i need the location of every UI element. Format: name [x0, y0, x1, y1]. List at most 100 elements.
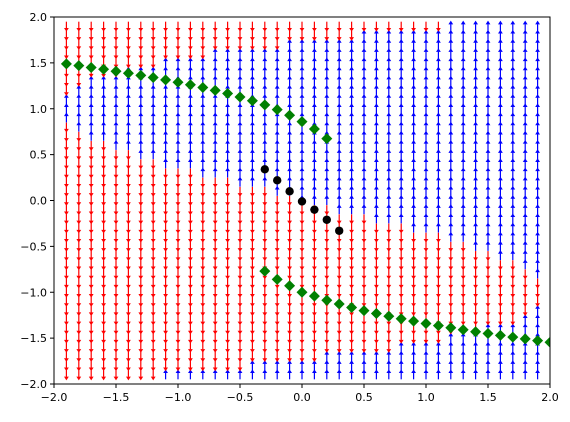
field-arrow-up: [262, 149, 268, 160]
field-arrow-down: [312, 223, 317, 234]
field-arrow-down: [336, 30, 342, 41]
field-arrow-up: [287, 121, 292, 132]
field-arrow-up: [163, 139, 168, 150]
field-arrow-up: [138, 103, 144, 114]
y-tick-label: 0.0: [30, 195, 48, 208]
field-arrow-up: [460, 139, 466, 150]
field-arrow-down: [274, 351, 280, 362]
y-tick-label: 1.5: [30, 57, 48, 70]
field-arrow-down: [113, 30, 119, 41]
field-arrow-down: [126, 315, 131, 326]
field-arrow-up: [423, 167, 429, 178]
field-arrow-up: [436, 139, 441, 150]
field-arrow-up: [498, 39, 503, 50]
series-layer: [60, 58, 550, 348]
field-arrow-down: [250, 21, 255, 32]
field-arrow-up: [460, 20, 466, 31]
field-arrow-up: [386, 176, 392, 187]
x-tick-label: 0.0: [293, 391, 311, 404]
field-arrow-down: [485, 269, 491, 280]
field-arrow-down: [436, 269, 441, 280]
field-arrow-up: [64, 103, 69, 114]
field-arrow-down: [188, 177, 193, 188]
field-arrow-up: [386, 121, 392, 132]
field-arrow-down: [138, 306, 144, 317]
field-arrow-down: [237, 324, 243, 335]
field-arrow-up: [535, 57, 540, 68]
field-arrow-up: [212, 167, 218, 178]
field-arrow-down: [150, 205, 156, 216]
field-arrow-down: [299, 342, 305, 353]
field-arrow-down: [225, 269, 230, 280]
field-arrow-up: [374, 139, 379, 150]
field-arrow-up: [411, 213, 416, 224]
field-arrow-down: [175, 49, 181, 60]
field-arrow-down: [88, 49, 94, 60]
field-arrow-down: [76, 214, 82, 225]
field-arrow-down: [163, 296, 168, 307]
field-arrow-down: [237, 214, 243, 225]
field-arrow-down: [535, 296, 540, 307]
field-arrow-up: [250, 121, 255, 132]
field-arrow-up: [498, 130, 503, 141]
field-arrow-up: [225, 75, 230, 86]
field-arrow-down: [64, 315, 69, 326]
field-arrow-up: [175, 121, 181, 132]
field-arrow-up: [423, 48, 429, 59]
field-arrow-down: [374, 260, 379, 271]
field-arrow-up: [287, 369, 292, 380]
field-arrow-down: [175, 278, 181, 289]
field-arrow-up: [349, 39, 354, 50]
field-arrow-up: [324, 350, 330, 361]
field-arrow-down: [212, 296, 218, 307]
field-arrow-up: [312, 158, 317, 169]
field-arrow-down: [349, 223, 354, 234]
circle-marker: [297, 197, 307, 206]
field-arrow-up: [498, 84, 503, 95]
diamond-marker: [470, 326, 482, 338]
field-arrow-down: [349, 214, 354, 225]
field-arrow-up: [436, 48, 441, 59]
field-arrow-up: [361, 48, 367, 59]
field-arrow-up: [175, 66, 181, 77]
field-arrow-down: [88, 186, 94, 197]
field-arrow-up: [188, 121, 193, 132]
field-arrow-up: [423, 176, 429, 187]
field-arrow-down: [88, 278, 94, 289]
field-arrow-up: [262, 66, 268, 77]
field-arrow-down: [336, 269, 342, 280]
field-arrow-down: [113, 351, 119, 362]
field-arrow-up: [448, 350, 454, 361]
field-arrow-up: [163, 149, 168, 160]
field-arrow-up: [312, 149, 317, 160]
field-arrow-up: [312, 48, 317, 59]
field-arrow-up: [522, 213, 528, 224]
field-arrow-down: [225, 241, 230, 252]
field-arrow-down: [64, 76, 69, 87]
field-arrow-up: [522, 84, 528, 95]
field-arrow-up: [336, 75, 342, 86]
field-arrow-down: [448, 241, 454, 252]
field-arrow-down: [386, 269, 392, 280]
field-arrow-down: [336, 287, 342, 298]
field-arrow-down: [225, 251, 230, 262]
field-arrow-up: [312, 185, 317, 196]
field-arrow-down: [150, 159, 156, 170]
field-arrow-down: [188, 361, 193, 372]
field-arrow-down: [64, 333, 69, 344]
field-arrow-down: [163, 196, 168, 206]
field-arrow-down: [250, 40, 255, 51]
field-arrow-down: [436, 296, 441, 307]
field-arrow-up: [324, 121, 330, 132]
field-arrow-down: [225, 21, 230, 32]
field-arrow-up: [386, 350, 392, 361]
field-arrow-down: [101, 168, 106, 179]
field-arrow-up: [150, 130, 156, 141]
field-arrow-down: [113, 205, 119, 216]
field-arrow-down: [200, 361, 206, 372]
field-arrow-up: [374, 57, 379, 68]
field-arrow-down: [101, 333, 106, 344]
field-arrow-down: [126, 214, 131, 225]
field-arrow-up: [225, 66, 230, 77]
field-arrow-down: [237, 232, 243, 243]
